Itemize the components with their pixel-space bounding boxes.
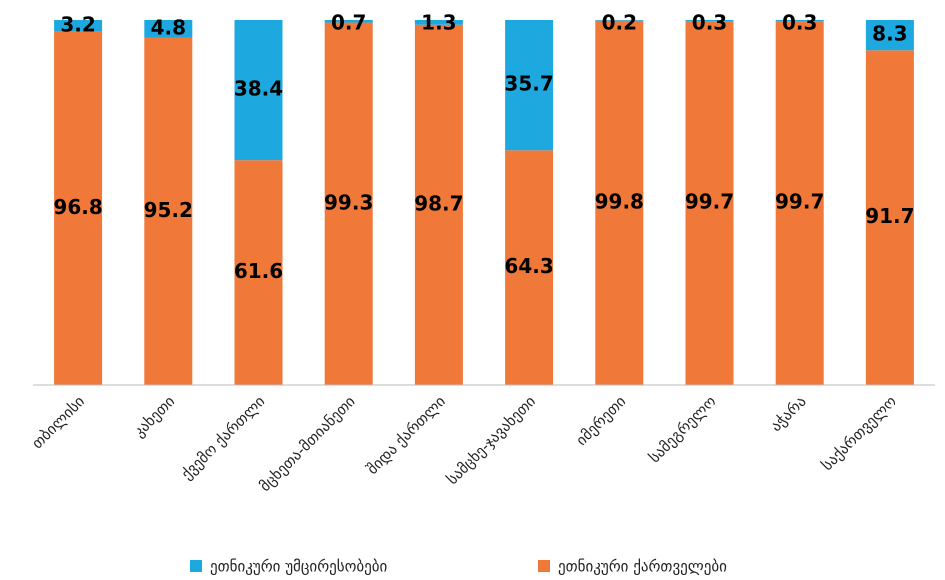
bar-segment xyxy=(595,20,644,21)
x-tick-label: სამეგრელო xyxy=(645,392,719,466)
bar-segment xyxy=(144,37,193,386)
bar-segment xyxy=(324,20,373,23)
bar-segment xyxy=(685,20,734,22)
data-label: 4.8 xyxy=(151,15,186,39)
legend-label: ეთნიკური უმცირესობები xyxy=(210,558,388,576)
bar-segment xyxy=(414,20,463,25)
bar-segment xyxy=(414,24,463,386)
bar-segment xyxy=(685,21,734,385)
bar-segment xyxy=(865,50,914,386)
data-label: 0.2 xyxy=(602,11,637,35)
data-label: 35.7 xyxy=(504,72,553,96)
data-label: 95.2 xyxy=(144,198,193,222)
bar-segment xyxy=(54,31,103,386)
x-tick-label: საქართველო xyxy=(818,392,900,474)
bar-segment xyxy=(234,20,283,161)
data-label: 98.7 xyxy=(414,191,463,215)
data-label: 0.3 xyxy=(692,11,727,35)
x-tick-label: ქვემო ქართლი xyxy=(178,392,269,483)
x-tick-label: აჭარა xyxy=(767,392,810,435)
data-label: 61.6 xyxy=(234,259,283,283)
data-label: 0.7 xyxy=(331,11,366,35)
x-tick-label: თბილისი xyxy=(28,392,88,452)
data-label: 99.7 xyxy=(685,190,734,214)
data-label: 99.7 xyxy=(775,190,824,214)
data-label: 38.4 xyxy=(234,77,283,101)
legend-label: ეთნიკური ქართველები xyxy=(558,558,727,576)
legend-swatch xyxy=(190,560,202,572)
x-tick-label: კახეთი xyxy=(130,392,179,441)
data-label: 99.8 xyxy=(595,189,644,213)
bar-segment xyxy=(505,20,554,151)
bar-segment xyxy=(775,21,824,385)
bar-segment xyxy=(54,20,103,32)
x-tick-label: შიდა ქართლი xyxy=(363,392,449,478)
x-tick-label: მცხეთა-მთიანეთი xyxy=(256,392,359,495)
bar-segment xyxy=(144,20,193,38)
legend-swatch xyxy=(538,560,550,572)
bar-segment xyxy=(595,20,644,385)
data-label: 64.3 xyxy=(504,254,553,278)
data-label: 91.7 xyxy=(865,204,914,228)
data-label: 3.2 xyxy=(60,12,95,36)
bar-segment xyxy=(324,22,373,386)
bar-segment xyxy=(505,150,554,385)
data-label: 1.3 xyxy=(421,11,456,35)
data-label: 8.3 xyxy=(872,22,907,46)
x-tick-label: სამცხე-ჯავახეთი xyxy=(443,392,539,488)
bar-segment xyxy=(775,20,824,22)
data-label: 99.3 xyxy=(324,190,373,214)
data-label: 96.8 xyxy=(53,195,102,219)
data-label: 0.3 xyxy=(782,11,817,35)
x-tick-label: იმერეთი xyxy=(572,392,629,449)
bar-segment xyxy=(234,160,283,385)
bar-segment xyxy=(865,20,914,51)
